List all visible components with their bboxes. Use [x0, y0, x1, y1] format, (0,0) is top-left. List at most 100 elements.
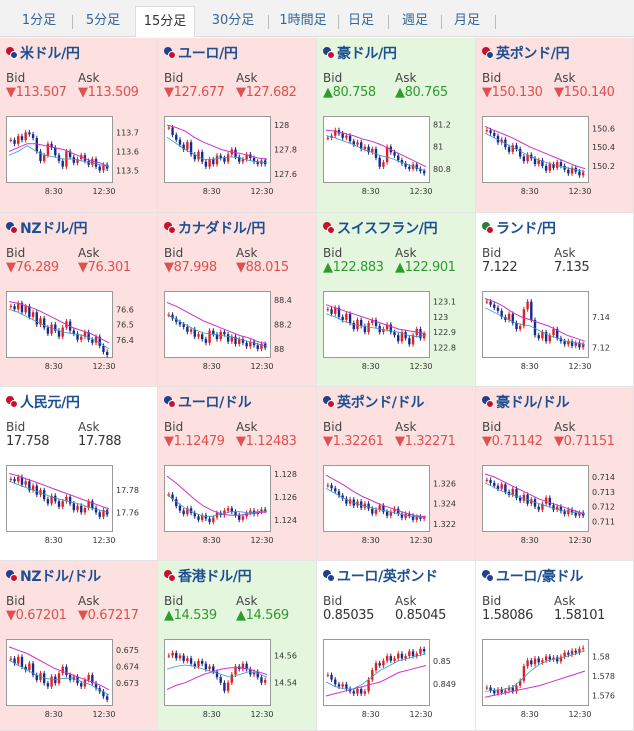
candle — [518, 326, 522, 330]
rate-card[interactable]: 米ドル/円 Bid Ask ▼113.507 ▼113.509 113.7 113.6 113… — [0, 38, 158, 213]
pair-title[interactable]: 香港ドル/円 — [164, 567, 252, 585]
candle — [35, 674, 38, 680]
pair-name[interactable]: ユーロ/ドル — [178, 395, 252, 411]
candle — [204, 515, 208, 519]
rate-card[interactable]: スイスフラン/円 Bid Ask ▲122.883 ▲122.901 123.1 123 12… — [317, 213, 476, 387]
pair-title[interactable]: NZドル/円 — [6, 219, 87, 237]
x-tick-label: 12:30 — [250, 536, 273, 545]
pair-name[interactable]: 英ポンド/ドル — [337, 395, 425, 411]
pair-name[interactable]: 香港ドル/円 — [178, 569, 252, 585]
tab-5[interactable]: 日足 — [347, 13, 374, 28]
rate-card[interactable]: 豪ドル/ドル Bid Ask ▼0.71142 ▼0.71151 0.714 0.713 0.… — [476, 387, 634, 561]
rate-card[interactable]: ランド/円 Bid Ask 7.122 7.135 7.14 7.12 8:30 12:30 — [476, 213, 634, 387]
pair-title[interactable]: 英ポンド/ドル — [323, 393, 424, 411]
rate-card[interactable]: 英ポンド/ドル Bid Ask ▼1.32261 ▼1.32271 1.326 1.324 1… — [317, 387, 476, 561]
rate-card[interactable]: 人民元/円 Bid Ask 17.758 17.788 17.78 17.76 8:30 12:… — [0, 387, 158, 561]
pair-name[interactable]: ランド/円 — [496, 221, 556, 237]
pair-name[interactable]: 英ポンド/円 — [496, 46, 570, 62]
y-tick-label: 7.14 — [592, 313, 610, 322]
price-chart[interactable]: 1.128 1.126 1.124 8:30 12:30 — [164, 465, 304, 551]
price-chart[interactable]: 88.4 88.2 88 8:30 12:30 — [164, 291, 304, 377]
candle — [511, 145, 514, 152]
pair-title[interactable]: 米ドル/円 — [6, 44, 80, 62]
candle — [46, 683, 50, 687]
pair-name[interactable]: ユーロ/円 — [178, 46, 238, 62]
tab-3[interactable]: 30分足 — [211, 13, 255, 28]
pair-title[interactable]: ユーロ/円 — [164, 44, 238, 62]
pair-title[interactable]: スイスフラン/円 — [323, 219, 438, 237]
price-chart[interactable]: 14.56 14.54 8:30 12:30 — [164, 639, 304, 725]
pair-name[interactable]: スイスフラン/円 — [337, 221, 438, 237]
pair-title[interactable]: NZドル/ドル — [6, 567, 101, 585]
rate-card[interactable]: 豪ドル/円 Bid Ask ▲80.758 ▲80.765 81.2 81 80.8 8:30 1… — [317, 38, 476, 213]
candle — [200, 515, 204, 520]
y-tick-label: 0.714 — [592, 473, 615, 482]
rate-card[interactable]: NZドル/ドル Bid Ask ▼0.67201 ▼0.67217 0.675 0.674 0… — [0, 561, 158, 731]
pair-title[interactable]: 英ポンド/円 — [482, 44, 570, 62]
pair-name[interactable]: NZドル/円 — [20, 221, 88, 237]
x-tick-label: 12:30 — [92, 536, 115, 545]
rate-card[interactable]: 英ポンド/円 Bid Ask ▼150.130 ▼150.140 150.6 150.4 15… — [476, 38, 634, 213]
bid-label: Bid — [164, 71, 184, 85]
pair-name[interactable]: 豪ドル/ドル — [496, 395, 570, 411]
pair-name[interactable]: 米ドル/円 — [20, 46, 80, 62]
price-chart[interactable]: 76.6 76.5 76.4 8:30 12:30 — [6, 291, 146, 377]
tab-4[interactable]: 1時間足 — [279, 13, 327, 28]
pair-title[interactable]: 人民元/円 — [6, 393, 80, 411]
rate-card[interactable]: NZドル/円 Bid Ask ▼76.289 ▼76.301 76.6 76.5 76.4 8:… — [0, 213, 158, 387]
tab-1[interactable]: 5分足 — [85, 13, 121, 28]
pair-title[interactable]: 豪ドル/円 — [323, 44, 397, 62]
tab-6[interactable]: 週足 — [401, 13, 428, 28]
rate-card[interactable]: ユーロ/豪ドル Bid Ask 1.58086 1.58101 1.58 1.578 1.57… — [476, 561, 634, 731]
rate-card[interactable]: カナダドル/円 Bid Ask ▼87.998 ▼88.015 88.4 88.2 88 8:3… — [158, 213, 317, 387]
candle — [17, 656, 20, 664]
candle — [393, 332, 396, 336]
price-chart[interactable]: 7.14 7.12 8:30 12:30 — [482, 291, 622, 377]
price-chart[interactable]: 0.675 0.674 0.673 8:30 12:30 — [6, 639, 146, 725]
x-tick-label: 12:30 — [92, 362, 115, 371]
price-chart[interactable]: 0.85 0.849 8:30 12:30 — [323, 639, 463, 725]
candle — [559, 656, 563, 662]
pair-title[interactable]: ランド/円 — [482, 219, 556, 237]
price-chart[interactable]: 128 127.8 127.6 8:30 12:30 — [164, 116, 304, 202]
pair-name[interactable]: NZドル/ドル — [20, 569, 101, 585]
pair-name[interactable]: カナダドル/円 — [178, 221, 266, 237]
tab-2[interactable]: 15分足 — [135, 6, 195, 37]
rate-card[interactable]: ユーロ/円 Bid Ask ▼127.677 ▼127.682 128 127.8 127.6… — [158, 38, 317, 213]
price-chart[interactable]: 1.326 1.324 1.322 8:30 12:30 — [323, 465, 463, 551]
candle — [378, 663, 381, 666]
pair-title[interactable]: ユーロ/豪ドル — [482, 567, 583, 585]
candle — [68, 674, 72, 680]
y-tick-label: 113.5 — [116, 166, 139, 175]
price-chart[interactable]: 150.6 150.4 150.2 8:30 12:30 — [482, 116, 622, 202]
pair-name[interactable]: ユーロ/英ポンド — [337, 569, 438, 585]
candle — [533, 158, 537, 165]
tab-7[interactable]: 月足 — [453, 13, 480, 28]
y-tick-label: 123 — [433, 313, 448, 322]
price-chart[interactable]: 17.78 17.76 8:30 12:30 — [6, 465, 146, 551]
candle — [419, 516, 422, 519]
price-chart[interactable]: 113.7 113.6 113.5 8:30 12:30 — [6, 116, 146, 202]
candle — [393, 152, 396, 156]
price-chart[interactable]: 123.1 123 122.9 122.8 8:30 12:30 — [323, 291, 463, 377]
pair-title[interactable]: 豪ドル/ドル — [482, 393, 570, 411]
pair-name[interactable]: ユーロ/豪ドル — [496, 569, 584, 585]
candle — [556, 657, 559, 662]
price-chart[interactable]: 81.2 81 80.8 8:30 12:30 — [323, 116, 463, 202]
pair-name[interactable]: 豪ドル/円 — [337, 46, 397, 62]
candle — [234, 511, 237, 516]
price-chart[interactable]: 0.714 0.713 0.712 0.711 8:30 12:30 — [482, 465, 622, 551]
pair-name[interactable]: 人民元/円 — [20, 395, 80, 411]
pair-title[interactable]: カナダドル/円 — [164, 219, 265, 237]
rate-card[interactable]: ユーロ/英ポンド Bid Ask 0.85035 0.85045 0.85 0.849 8:3… — [317, 561, 476, 731]
tab-0[interactable]: 1分足 — [21, 13, 57, 28]
pair-title[interactable]: ユーロ/ドル — [164, 393, 252, 411]
moving-average-line — [166, 475, 268, 516]
price-chart[interactable]: 1.58 1.578 1.576 8:30 12:30 — [482, 639, 622, 725]
rate-card[interactable]: 香港ドル/円 Bid Ask ▲14.539 ▲14.569 14.56 14.54 8:30… — [158, 561, 317, 731]
candle — [337, 307, 341, 317]
candle — [489, 301, 492, 305]
pair-title[interactable]: ユーロ/英ポンド — [323, 567, 438, 585]
y-tick-label: 88.2 — [274, 321, 292, 330]
rate-card[interactable]: ユーロ/ドル Bid Ask ▼1.12479 ▼1.12483 1.128 1.126 1.… — [158, 387, 317, 561]
